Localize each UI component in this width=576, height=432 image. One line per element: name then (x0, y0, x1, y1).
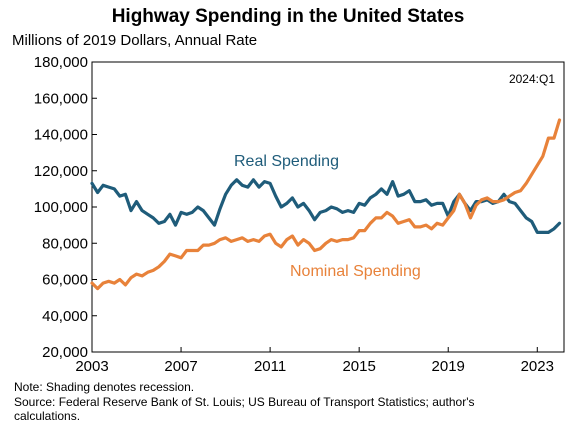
x-tick-label: 2023 (521, 358, 554, 375)
y-tick-label: 20,000 (42, 344, 88, 361)
y-tick-label: 100,000 (34, 199, 88, 216)
x-tick-label: 2015 (342, 358, 375, 375)
y-tick-label: 180,000 (34, 54, 88, 71)
plot-area (91, 61, 565, 353)
x-tick-label: 2019 (432, 358, 465, 375)
y-tick-label: 120,000 (34, 163, 88, 180)
chart-subtitle: Millions of 2019 Dollars, Annual Rate (12, 32, 257, 49)
x-tick-label: 2003 (75, 358, 108, 375)
nominal-spending-label: Nominal Spending (290, 263, 421, 280)
note-source-cont: calculations. (14, 409, 80, 423)
note-source: Source: Federal Reserve Bank of St. Loui… (14, 395, 475, 409)
y-tick-label: 40,000 (42, 308, 88, 325)
real-spending-label: Real Spending (234, 153, 339, 170)
y-tick-label: 160,000 (34, 90, 88, 107)
note-shading: Note: Shading denotes recession. (14, 380, 194, 394)
y-tick-label: 60,000 (42, 272, 88, 289)
x-axis: 2003 2007 2011 2015 2019 2023 (75, 347, 554, 375)
chart-title: Highway Spending in the United States (112, 6, 465, 27)
y-axis: 20,000 40,000 60,000 80,000 100,000 120,000 14… (34, 54, 97, 361)
nominal-spending-line (90, 118, 562, 291)
y-tick-label: 80,000 (42, 235, 88, 252)
y-tick-label: 140,000 (34, 127, 88, 144)
date-stamp: 2024:Q1 (509, 72, 555, 86)
x-tick-label: 2007 (164, 358, 197, 375)
series-layer (90, 118, 562, 291)
x-tick-label: 2011 (254, 358, 286, 375)
